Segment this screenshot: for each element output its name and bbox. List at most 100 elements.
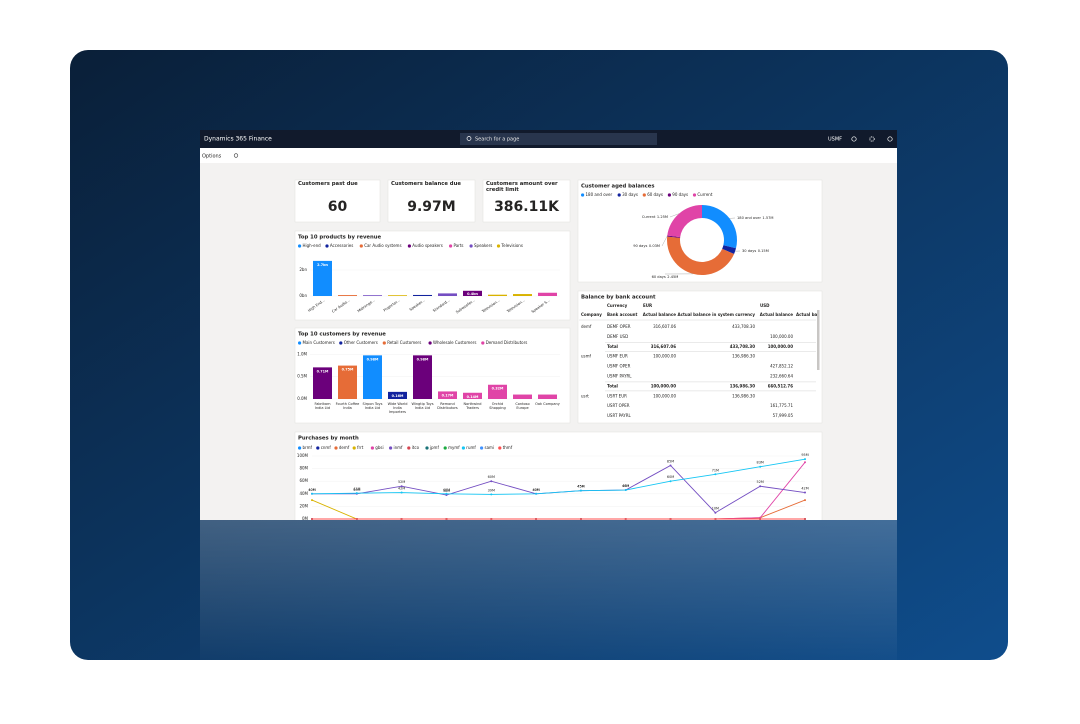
legend-swatch (449, 244, 452, 247)
bar (438, 293, 457, 296)
series-point (535, 518, 537, 520)
kpi-title-box: Customers past due (298, 181, 377, 195)
bar-value-label: 0.98M (417, 357, 429, 361)
table-cell: demf (581, 324, 592, 329)
legend-label: itco (412, 445, 420, 450)
legend-swatch (444, 446, 447, 449)
legend-swatch (353, 446, 356, 449)
legend-swatch (339, 341, 342, 344)
legend-label: Demand Distributors (486, 340, 528, 345)
series-point (580, 490, 582, 492)
table-cell: USRT OPER (607, 403, 630, 408)
series-point (356, 492, 358, 494)
table-cell: 100,000.00 (770, 334, 793, 339)
chart-title: Top 10 customers by revenue (298, 332, 386, 338)
bar (513, 294, 532, 296)
x-tick-label-box: Orchid Shopping (485, 402, 510, 422)
legend-label: demf (339, 445, 350, 450)
series-point (714, 518, 716, 520)
legend-label: sami (485, 445, 495, 450)
app-title: Dynamics 365 Finance (204, 136, 272, 143)
table-cell: 427,852.12 (770, 364, 793, 369)
legend-swatch (383, 341, 386, 344)
legend-label: High-end (303, 243, 322, 248)
y-tick-label: 80M (299, 466, 308, 471)
point-value-label: 40M (532, 488, 539, 492)
bar (538, 395, 557, 399)
series-point (804, 518, 806, 520)
y-tick-label: 40M (299, 491, 308, 496)
legend-swatch (408, 244, 411, 247)
table-header-top: EUR (643, 303, 652, 308)
legend-swatch (643, 193, 646, 196)
scrollbar (817, 310, 820, 370)
chart-title: Customer aged balances (581, 184, 655, 190)
series-point (714, 473, 716, 475)
point-value-label: 85M (667, 459, 674, 463)
legend-label: Televisions (500, 243, 523, 248)
slice-value: 2.45M (667, 275, 678, 279)
legend-label: Retail Customers (387, 340, 421, 345)
table-cell: USRT EUR (607, 393, 627, 398)
bar (413, 295, 432, 296)
legend-label: 60 days (647, 192, 663, 197)
options-tab[interactable]: Options (202, 154, 222, 160)
y-tick-label: 0.0M (297, 396, 307, 401)
point-value-label: 40M (308, 488, 315, 492)
legend-swatch (462, 446, 465, 449)
legend-label: rumf (466, 445, 476, 450)
point-value-label: 46M (622, 484, 629, 488)
legend-swatch (470, 244, 473, 247)
x-tick-label-box: Wingtip Toys India Ltd (410, 402, 435, 422)
bar-value-label: 0.16M (392, 394, 404, 398)
table-cell: USRT PAYRL (607, 413, 631, 418)
kpi-title-box: Customers amount over credit limit (486, 181, 567, 195)
series-point (804, 458, 806, 460)
series-point (804, 499, 806, 501)
legend-label: mymf (448, 445, 460, 450)
app-window: Dynamics 365 Finance Search for a page U… (200, 130, 897, 532)
x-tick-label: Oak Company (535, 402, 560, 406)
bar (538, 293, 557, 296)
bar-value-label: 0.4bn (467, 292, 478, 296)
legend-label: 180 and over (586, 192, 613, 197)
table-column-header: Company (581, 312, 602, 317)
legend-label: jpmf (429, 445, 440, 450)
legend-label: Audio speakers (412, 243, 443, 248)
kpi-title: Customers amount over credit limit (486, 181, 567, 193)
slice-name: Current (642, 215, 656, 219)
bar-value-label: 0.17M (442, 393, 454, 397)
point-value-label: 42M (398, 487, 405, 491)
table-cell: 433,708.30 (730, 344, 756, 349)
table-cell: 57,999.05 (773, 413, 794, 418)
bar (338, 295, 357, 296)
table-cell: USMF PAYRL (607, 374, 632, 379)
y-tick-label: 0bn (299, 293, 307, 298)
point-value-label: 60M (667, 475, 674, 479)
x-tick-label-box: Fabrikam India Ltd (310, 402, 335, 422)
legend-swatch (298, 446, 301, 449)
series-point (445, 493, 447, 495)
table-cell: Total (607, 383, 619, 388)
legend-label: gbsi (375, 445, 383, 450)
kpi-title: Customers past due (298, 181, 377, 187)
table-cell: 660,512.76 (768, 383, 794, 388)
point-value-label: 71M (712, 468, 719, 472)
point-value-label: 42M (801, 487, 808, 491)
series-point (356, 518, 358, 520)
series-point (401, 492, 403, 494)
company-picker[interactable]: USMF (828, 137, 842, 143)
series-point (670, 464, 672, 466)
x-tick-label: Wingtip Toys India Ltd (410, 402, 435, 410)
x-tick-label-box: Fourth Coffee India (335, 402, 360, 422)
table-cell: 100,000.00 (768, 344, 794, 349)
bar (413, 355, 432, 399)
legend-swatch (371, 446, 374, 449)
table-column-header: Actual balance (643, 312, 677, 317)
bar-value-label: 0.32M (492, 387, 504, 391)
table-header-top: USD (760, 303, 770, 308)
kpi-value: 386.11K (494, 199, 560, 215)
table-column-header: Actual balance (760, 312, 794, 317)
